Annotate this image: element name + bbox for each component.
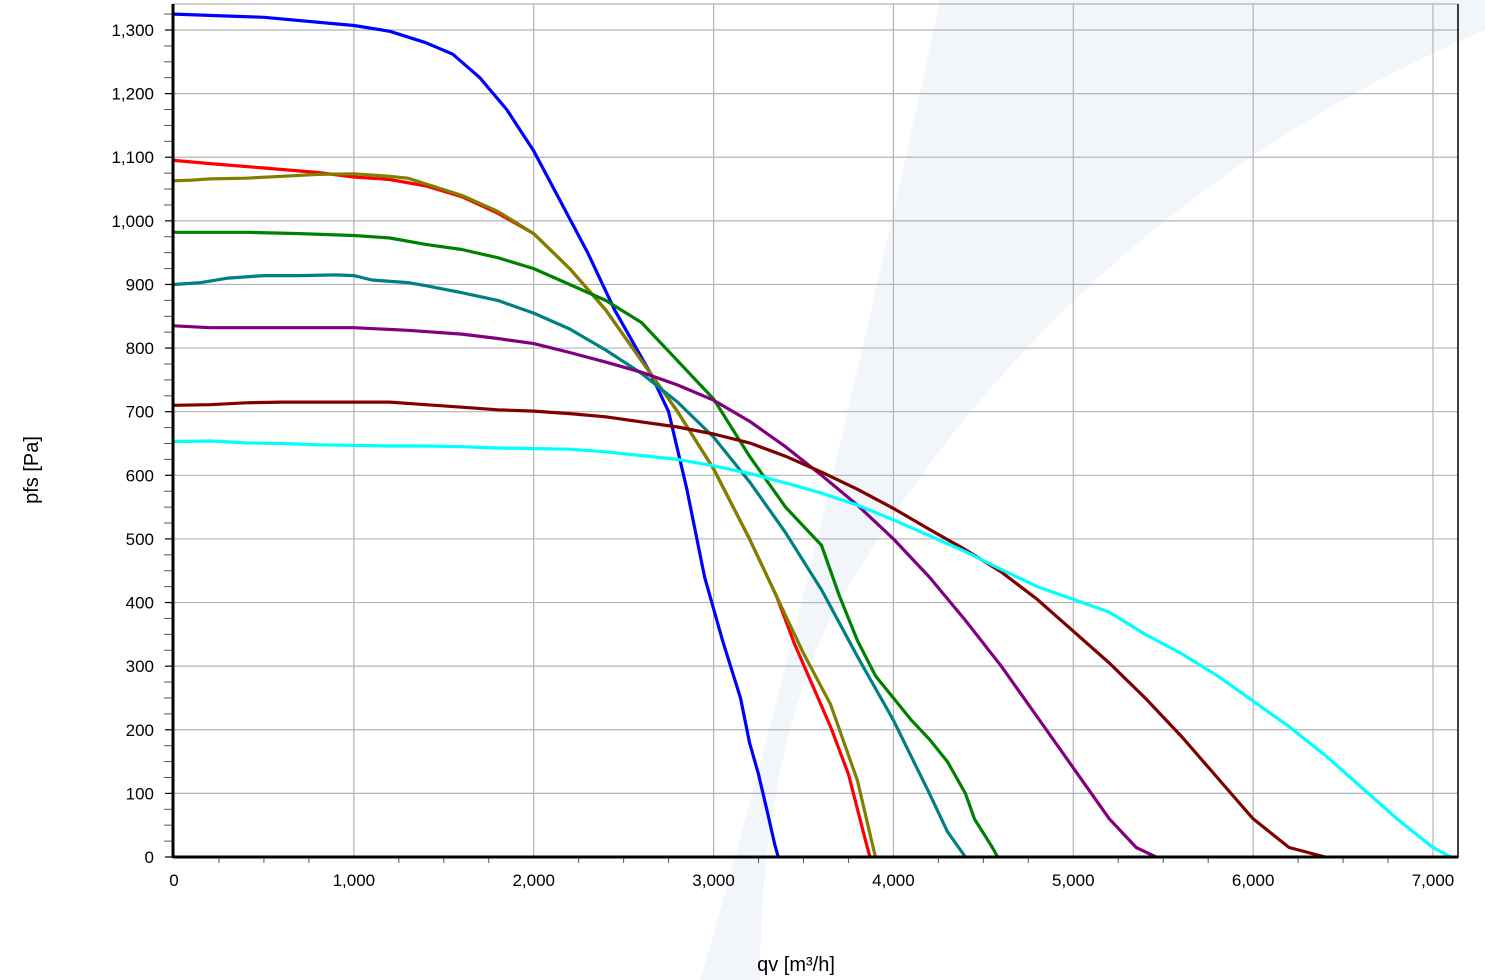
y-tick-label: 1,200: [111, 85, 154, 104]
x-tick-label: 6,000: [1232, 871, 1275, 890]
y-tick-label: 500: [126, 530, 154, 549]
y-tick-label: 300: [126, 657, 154, 676]
y-axis-title: pfs [Pa]: [21, 436, 43, 504]
series-line-1: [172, 12, 780, 859]
y-tick-label: 200: [126, 721, 154, 740]
y-tick-labels: 0 100 200 300 400 500 600 700 800 900 1,000 1,100 1,…: [111, 21, 154, 867]
y-tick-label: 600: [126, 466, 154, 485]
y-tick-label: 400: [126, 594, 154, 613]
x-tick-label: 4,000: [872, 871, 915, 890]
x-axis-title: qv [m³/h]: [757, 954, 835, 976]
series-line-4: [172, 230, 1000, 859]
x-tick-label: 1,000: [333, 871, 376, 890]
y-tick-label: 900: [126, 275, 154, 294]
grid: [173, 3, 1458, 858]
x-tick-label: 7,000: [1412, 871, 1455, 890]
series-group: [172, 12, 1453, 859]
series-line-7: [172, 400, 1327, 859]
y-tick-label: 800: [126, 339, 154, 358]
background-watermark: [700, 0, 1485, 980]
x-tick-label: 0: [169, 871, 178, 890]
series-line-3: [172, 172, 877, 859]
y-tick-label: 1,300: [111, 21, 154, 40]
y-tick-label: 700: [126, 403, 154, 422]
y-tick-label: 0: [145, 848, 154, 867]
x-tick-label: 3,000: [692, 871, 735, 890]
series-line-8: [172, 439, 1453, 859]
y-tick-label: 1,000: [111, 212, 154, 231]
series-line-6: [172, 324, 1158, 859]
series-line-5: [172, 273, 967, 859]
x-tick-label: 5,000: [1052, 871, 1095, 890]
y-tick-label: 1,100: [111, 148, 154, 167]
axes: [171, 4, 1459, 859]
x-tick-label: 2,000: [512, 871, 555, 890]
x-tick-labels: 0 1,000 2,000 3,000 4,000 5,000 6,000 7,000: [169, 871, 1454, 890]
y-tick-label: 100: [126, 784, 154, 803]
